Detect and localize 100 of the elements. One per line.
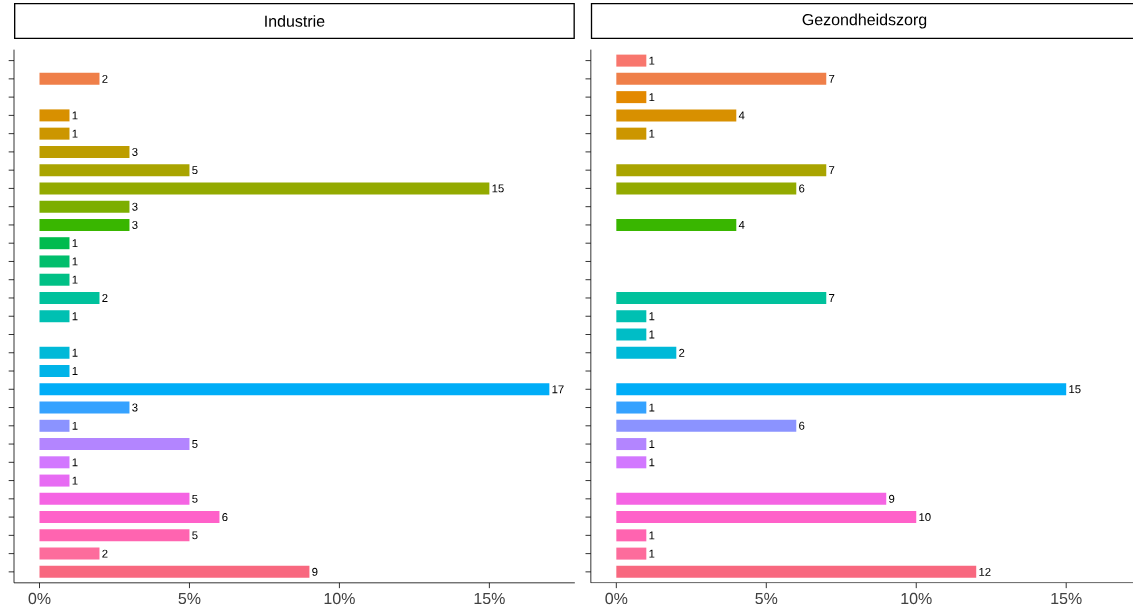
data-label: 1 [72,111,78,120]
bar [616,565,977,578]
data-label: 4 [738,111,745,120]
bar [616,346,677,359]
data-label: 1 [72,275,78,284]
bar [616,218,737,231]
bar [39,383,550,396]
data-label: 6 [222,513,228,522]
data-label: 12 [979,567,991,576]
bar [39,456,70,469]
data-label: 7 [829,74,835,83]
bar [39,547,100,560]
data-label: 1 [649,403,655,412]
bar [616,164,827,177]
data-label: 7 [829,294,835,302]
data-label: 1 [72,348,78,357]
data-label: 1 [649,129,655,138]
bar [616,511,917,524]
bar [616,72,827,85]
data-label: 1 [72,129,78,138]
data-label: 4 [738,220,745,229]
bar [39,346,70,359]
bar [616,91,647,104]
data-label: 5 [192,531,198,540]
bar [616,383,1067,396]
data-label: 17 [552,385,564,394]
data-label: 3 [132,202,138,211]
data-label: 1 [72,421,78,430]
data-label: 5 [192,494,198,503]
x-tick-label: 10% [324,592,355,605]
data-label: 1 [72,257,78,266]
data-label: 1 [649,330,655,339]
data-label: 1 [72,239,78,248]
bar [616,109,737,122]
data-label: 2 [102,74,108,83]
bar [39,109,70,122]
data-label: 1 [649,440,655,448]
x-tick-label: 15% [474,592,505,605]
bar [616,310,647,323]
data-label: 3 [132,147,138,156]
data-label: 2 [679,348,685,357]
bar [39,237,70,250]
data-label: 15 [492,184,504,193]
bar [39,127,70,140]
data-label: 1 [649,93,655,101]
data-label: 5 [192,166,198,175]
bar [616,401,647,414]
x-tick-label: 10% [901,592,932,605]
data-label: 9 [889,494,895,503]
bar [39,474,70,487]
x-tick-label: 5% [178,592,201,605]
bar [39,255,70,268]
data-label: 2 [102,549,108,558]
bar [39,419,70,432]
bar [39,218,130,231]
data-label: 10 [919,513,931,522]
chart-title: Gezondheidszorg [802,13,927,29]
bar [39,145,130,158]
data-label: 1 [649,312,655,321]
data-label: 6 [799,184,805,193]
bar [39,511,220,524]
x-tick-label: 5% [755,592,778,605]
data-label: 1 [649,56,655,65]
data-label: 15 [1069,385,1081,394]
bar [616,438,647,450]
bar [39,438,190,450]
bar [616,492,887,505]
data-label: 9 [312,567,318,576]
bar [616,328,647,341]
bar [616,182,797,195]
bar [616,529,647,542]
bar [39,200,130,213]
chart-title: Industrie [265,15,325,27]
data-label: 6 [799,421,805,430]
x-tick-label: 0% [605,592,628,605]
data-label: 7 [829,166,835,174]
bar [39,291,100,304]
data-label: 1 [649,549,655,558]
bar [39,492,190,505]
bar [616,54,647,67]
data-label: 1 [649,458,655,467]
bar [39,164,190,177]
data-label: 3 [132,403,138,412]
data-label: 2 [102,293,108,302]
bar [39,182,490,195]
x-tick-label: 0% [28,592,51,605]
data-label: 1 [72,367,78,375]
x-tick-label: 15% [1051,592,1082,605]
data-label: 1 [72,458,78,467]
bar [39,273,70,286]
bar [39,310,70,323]
bar [39,401,130,414]
bar [39,364,70,377]
data-label: 1 [72,312,78,321]
bar [616,456,647,469]
data-label: 1 [649,531,655,540]
bar [616,127,647,140]
bar [616,419,797,432]
bar [616,547,647,560]
data-label: 3 [132,220,138,229]
